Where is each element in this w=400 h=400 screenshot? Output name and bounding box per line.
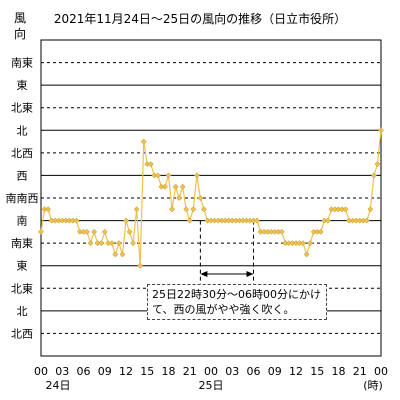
data-point bbox=[91, 228, 98, 235]
data-point bbox=[154, 172, 161, 179]
data-point bbox=[140, 138, 147, 145]
x-tick-label: 03 bbox=[225, 365, 239, 378]
x-tick-label: 21 bbox=[183, 365, 197, 378]
data-point bbox=[307, 240, 314, 247]
data-point bbox=[73, 217, 80, 224]
x-tick-label: 15 bbox=[140, 365, 154, 378]
data-point bbox=[169, 206, 175, 213]
data-point bbox=[367, 206, 374, 213]
y-tick-label: 北西 bbox=[11, 147, 33, 160]
x-tick-label: 06 bbox=[247, 365, 261, 378]
y-tick-label: 北西 bbox=[11, 327, 33, 340]
data-point bbox=[200, 206, 207, 213]
data-point bbox=[179, 183, 186, 190]
data-point bbox=[126, 228, 133, 235]
data-point bbox=[115, 240, 122, 247]
x-tick-label: 12 bbox=[119, 365, 133, 378]
data-point bbox=[197, 195, 204, 201]
data-point bbox=[87, 240, 94, 247]
data-point bbox=[108, 240, 115, 247]
x-tick-label: 06 bbox=[77, 365, 91, 378]
data-point bbox=[162, 183, 168, 190]
y-tick-label: 南東 bbox=[11, 237, 33, 250]
data-point bbox=[172, 183, 179, 190]
data-point bbox=[186, 217, 193, 224]
data-point bbox=[363, 217, 370, 224]
chart-title: 2021年11月24日～25日の風向の推移（日立市役所） bbox=[53, 12, 347, 26]
data-point bbox=[278, 228, 285, 235]
data-point bbox=[303, 251, 310, 258]
x-tick-label: 12 bbox=[289, 365, 303, 378]
chart-annotation: 25日22時30分～06時00分にかけて、西の風がやや強く吹く。 bbox=[147, 284, 327, 320]
data-point bbox=[38, 228, 44, 235]
data-point bbox=[254, 217, 260, 224]
x-tick-label: 00 bbox=[34, 365, 48, 378]
data-point bbox=[112, 251, 119, 258]
x-unit-label: (時) bbox=[363, 379, 383, 392]
x-tick-label: 03 bbox=[55, 365, 69, 378]
x-tick-label: 00 bbox=[204, 365, 218, 378]
x-day-label: 25日 bbox=[199, 379, 224, 392]
y-tick-label: 北 bbox=[17, 124, 28, 137]
data-point bbox=[370, 172, 377, 179]
y-axis-label: 風向 bbox=[14, 11, 27, 41]
y-tick-label: 南 bbox=[17, 215, 28, 228]
x-tick-label: 15 bbox=[310, 365, 324, 378]
x-tick-label: 00 bbox=[374, 365, 388, 378]
y-tick-label: 南南西 bbox=[6, 192, 39, 205]
x-tick-label: 09 bbox=[268, 365, 282, 378]
data-point bbox=[176, 195, 183, 201]
data-point bbox=[342, 206, 349, 213]
x-tick-label: 18 bbox=[162, 365, 176, 378]
data-point bbox=[123, 217, 129, 224]
data-point bbox=[324, 217, 331, 224]
data-point bbox=[133, 206, 140, 213]
data-point bbox=[190, 206, 197, 213]
arrow-head-left bbox=[200, 271, 208, 277]
x-tick-label: 21 bbox=[353, 365, 367, 378]
y-tick-label: 北東 bbox=[11, 282, 33, 295]
y-tick-label: 西 bbox=[17, 169, 28, 182]
data-point bbox=[147, 161, 154, 168]
arrow-head-right bbox=[246, 271, 254, 277]
data-point bbox=[130, 240, 137, 247]
data-point bbox=[84, 228, 90, 235]
y-tick-label: 北 bbox=[17, 305, 28, 318]
x-day-label: 24日 bbox=[46, 379, 71, 392]
y-tick-label: 北東 bbox=[11, 102, 33, 115]
data-point bbox=[137, 262, 144, 269]
y-tick-label: 東 bbox=[17, 260, 28, 273]
data-point bbox=[165, 172, 172, 179]
data-point bbox=[183, 206, 190, 213]
y-tick-label: 東 bbox=[17, 79, 28, 92]
data-point bbox=[98, 240, 105, 247]
data-point bbox=[101, 228, 108, 235]
data-point bbox=[193, 172, 200, 179]
data-point bbox=[300, 240, 307, 247]
y-tick-label: 南東 bbox=[11, 57, 33, 70]
data-point bbox=[378, 127, 384, 134]
data-point bbox=[374, 161, 381, 168]
data-point bbox=[119, 251, 126, 258]
data-point bbox=[45, 206, 52, 213]
data-point bbox=[317, 228, 324, 235]
x-tick-label: 09 bbox=[98, 365, 112, 378]
x-tick-label: 18 bbox=[332, 365, 346, 378]
